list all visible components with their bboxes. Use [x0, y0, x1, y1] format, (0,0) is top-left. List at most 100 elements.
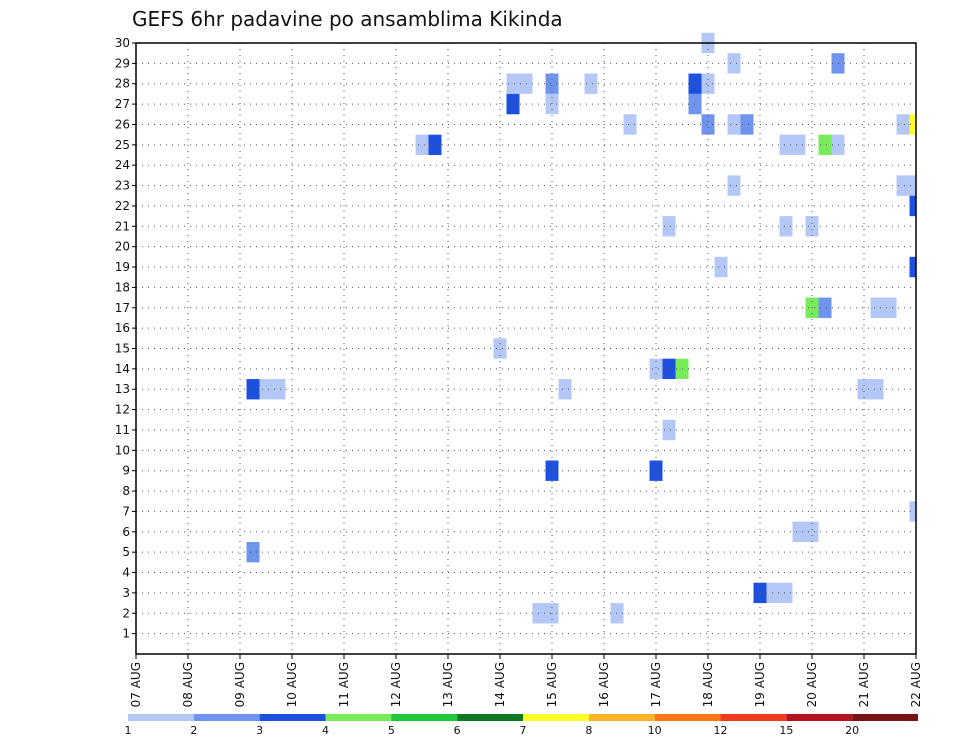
- legend-label: 3: [256, 724, 263, 737]
- legend-label: 7: [520, 724, 527, 737]
- x-tick-label: 21 AUG: [857, 662, 871, 707]
- legend-swatch: [128, 714, 194, 721]
- x-tick-label: 17 AUG: [649, 662, 663, 707]
- legend-swatch: [786, 714, 853, 721]
- x-tick-label: 13 AUG: [441, 662, 455, 707]
- legend-label: 12: [714, 724, 728, 737]
- x-tick-label: 09 AUG: [233, 662, 247, 707]
- heatmap-cell: [584, 73, 598, 94]
- x-axis: 07 AUG 08 AUG 09 AUG 10 AUG 11 AUG 12 AUG 13 A…: [129, 654, 923, 707]
- heatmap-cell: [246, 379, 260, 400]
- heatmap-cell: [818, 134, 832, 156]
- legend-label: 8: [585, 724, 592, 737]
- y-tick-label: 2: [122, 606, 130, 620]
- y-tick-label: 9: [122, 464, 130, 478]
- heatmap-cell: [909, 195, 916, 217]
- heatmap-cell: [506, 73, 520, 94]
- y-tick-label: 24: [115, 158, 130, 172]
- y-tick-label: 13: [115, 382, 130, 396]
- heatmap-cell: [662, 358, 676, 380]
- x-tick-label: 15 AUG: [545, 662, 559, 707]
- x-tick-label: 18 AUG: [701, 662, 715, 707]
- heatmap-cell: [909, 175, 916, 196]
- y-tick-label: 27: [115, 97, 130, 111]
- heatmap-cell: [857, 379, 871, 400]
- color-legend: 1 2 3 4 5 6 7 8 10 12 15 20: [125, 714, 918, 737]
- legend-label: 5: [388, 724, 395, 737]
- x-tick-label: 16 AUG: [597, 662, 611, 707]
- heatmap-cell: [909, 114, 916, 135]
- heatmap-cell: [896, 175, 910, 196]
- heatmap-cell: [870, 379, 884, 400]
- legend-label: 2: [190, 724, 197, 737]
- heatmap-cell: [701, 73, 715, 94]
- heatmap-cell: [896, 114, 910, 135]
- heatmap-cell: [870, 297, 884, 318]
- legend-swatch: [325, 714, 392, 721]
- heatmap-cell: [779, 216, 793, 237]
- heatmap-cell: [272, 379, 286, 400]
- heatmap-cell: [545, 93, 559, 115]
- heatmap-cell: [623, 114, 637, 135]
- y-tick-label: 7: [122, 504, 130, 518]
- heatmap-cell: [740, 114, 754, 135]
- y-tick-label: 11: [115, 423, 130, 437]
- y-tick-label: 19: [115, 260, 130, 274]
- legend-label: 20: [845, 724, 859, 737]
- heatmap-cell: [246, 541, 260, 563]
- heatmap-cell: [883, 297, 897, 318]
- heatmap-cell: [818, 297, 832, 318]
- heatmap-cell: [259, 379, 273, 400]
- y-tick-label: 1: [122, 627, 130, 641]
- legend-swatch: [852, 714, 918, 721]
- y-tick-label: 26: [115, 117, 130, 131]
- heatmap-cell: [792, 134, 806, 156]
- legend-swatch: [654, 714, 721, 721]
- legend-label: 1: [125, 724, 132, 737]
- legend-swatch: [193, 714, 260, 721]
- y-tick-label: 25: [115, 138, 130, 152]
- x-tick-label: 07 AUG: [129, 662, 143, 707]
- legend-swatch: [457, 714, 523, 721]
- heatmap-cell: [792, 521, 806, 542]
- heatmap-cell: [727, 114, 741, 135]
- y-tick-label: 20: [115, 240, 130, 254]
- heatmap-cell: [805, 216, 819, 237]
- y-tick-label: 6: [122, 525, 130, 539]
- legend-swatch: [259, 714, 326, 721]
- heatmap-cell: [805, 521, 819, 542]
- heatmap-cell: [727, 175, 741, 196]
- x-tick-label: 20 AUG: [805, 662, 819, 707]
- heatmap-cell: [493, 338, 507, 359]
- heatmap-cell: [649, 358, 663, 380]
- y-tick-label: 21: [115, 219, 130, 233]
- x-tick-label: 14 AUG: [493, 662, 507, 707]
- x-tick-label: 19 AUG: [753, 662, 767, 707]
- heatmap-cell: [649, 460, 663, 481]
- y-tick-label: 10: [115, 443, 130, 457]
- y-tick-label: 28: [115, 77, 130, 91]
- y-tick-label: 23: [115, 179, 130, 193]
- x-tick-label: 22 AUG: [909, 662, 923, 707]
- heatmap-cell: [779, 134, 793, 156]
- legend-label: 15: [779, 724, 793, 737]
- y-tick-label: 5: [122, 545, 130, 559]
- legend-label: 4: [322, 724, 329, 737]
- y-tick-label: 16: [115, 321, 130, 335]
- chart-title: GEFS 6hr padavine po ansamblima Kikinda: [132, 7, 563, 31]
- heatmap-cell: [727, 53, 741, 74]
- heatmap-cell: [545, 460, 559, 481]
- y-tick-label: 8: [122, 484, 130, 498]
- y-tick-label: 15: [115, 342, 130, 356]
- legend-label: 10: [648, 724, 662, 737]
- legend-swatch: [523, 714, 589, 721]
- heatmap-cell: [506, 93, 520, 115]
- y-tick-label: 3: [122, 586, 130, 600]
- heatmap-cell: [714, 256, 728, 278]
- legend-swatch: [391, 714, 458, 721]
- heatmap-cell: [415, 134, 429, 156]
- y-tick-label: 17: [115, 301, 130, 315]
- y-tick-label: 14: [115, 362, 130, 376]
- heatmap-cell: [558, 379, 572, 400]
